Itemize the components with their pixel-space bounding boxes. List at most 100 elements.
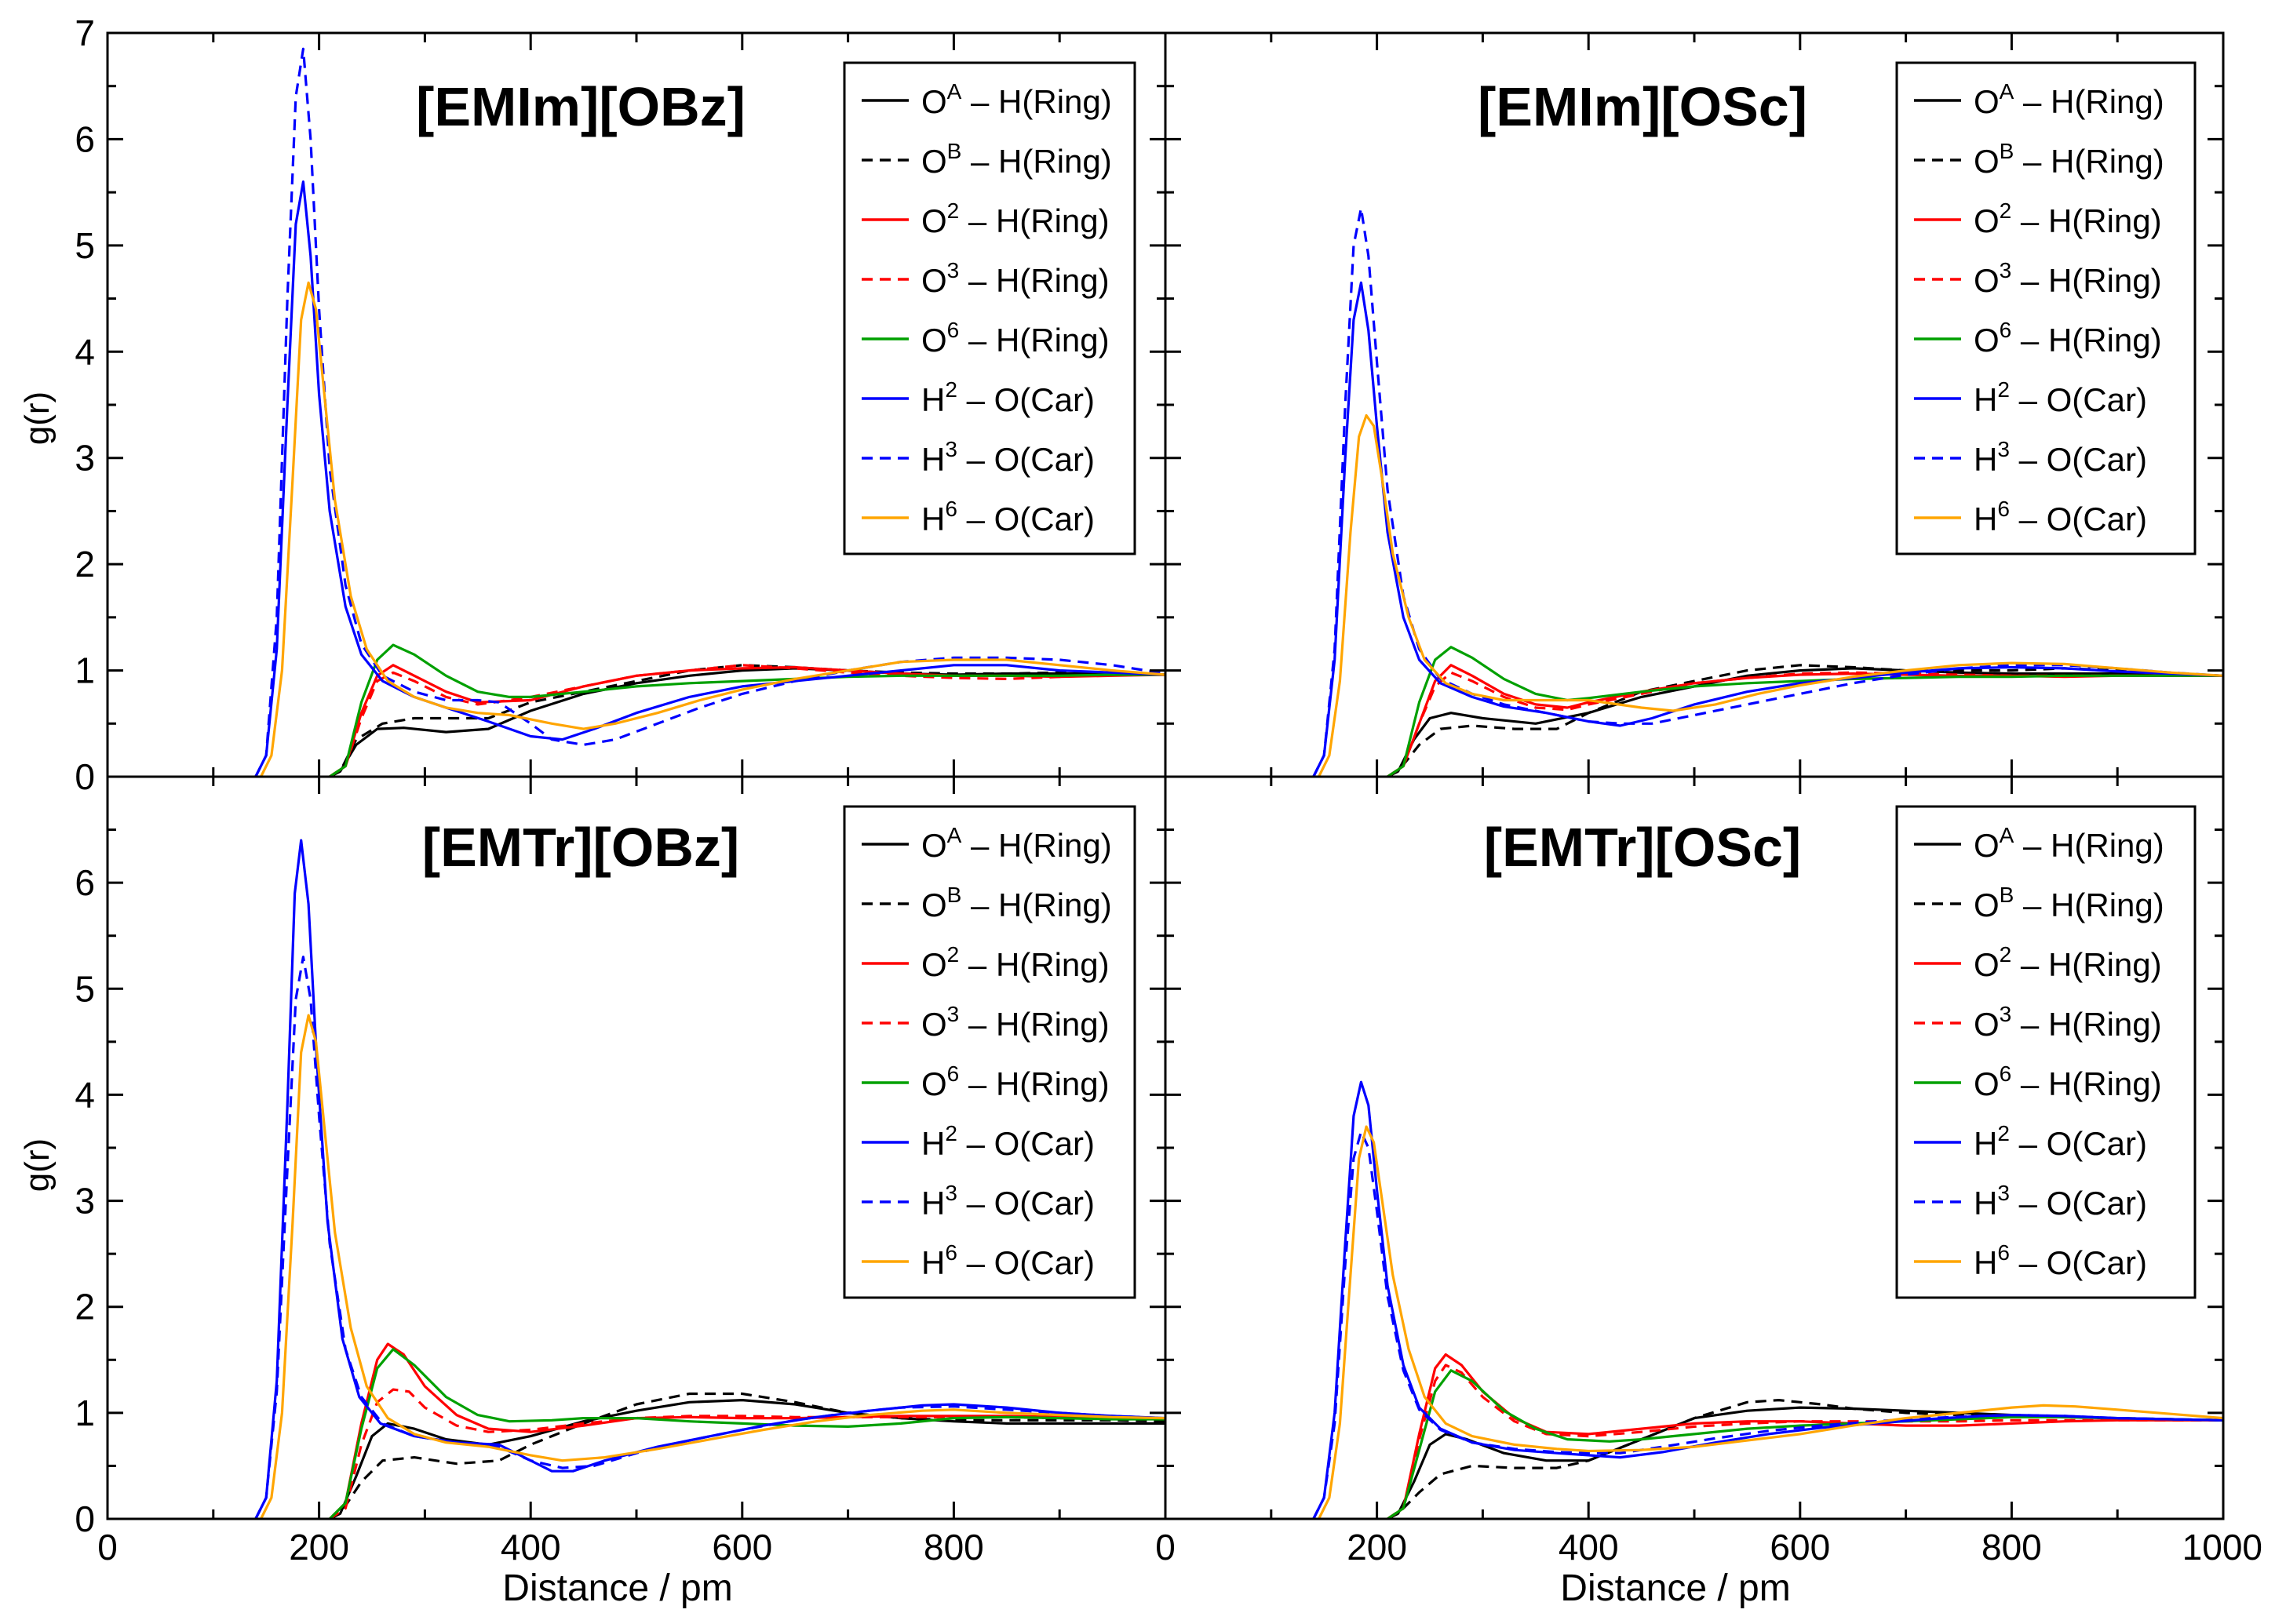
legend: OA – H(Ring) OB – H(Ring) O2 – H(Ring) O3 –… <box>843 805 1136 1299</box>
legend-label: H3 – O(Car) <box>1974 437 2147 478</box>
legend-label: O6 – H(Ring) <box>1974 1061 2162 1102</box>
legend-label: OB – H(Ring) <box>1974 883 2164 923</box>
series-line <box>1387 646 2223 778</box>
legend-label: O3 – H(Ring) <box>1974 1002 2162 1043</box>
x-tick-label: 200 <box>1347 1527 1407 1568</box>
legend-label: H2 – O(Car) <box>1974 377 2147 418</box>
series-line <box>1312 1080 2224 1520</box>
series-line <box>329 643 1165 778</box>
y-tick-label: 1 <box>75 650 95 691</box>
legend: OA – H(Ring) OB – H(Ring) O2 – H(Ring) O3 –… <box>1895 805 2197 1299</box>
panel-1: [EMIm][OBz] OA – H(Ring) OB – H(Ring) O2 – … <box>254 47 1166 778</box>
legend-box <box>843 805 1136 1299</box>
x-tick-label: 200 <box>289 1527 349 1568</box>
y-tick-label: 4 <box>75 1074 95 1115</box>
legend-label: O2 – H(Ring) <box>1974 198 2162 239</box>
legend-box <box>843 61 1136 555</box>
legend-label: O6 – H(Ring) <box>921 318 1110 359</box>
legend-label: H6 – O(Car) <box>1974 1240 2147 1281</box>
y-axis-label-top: g(r) <box>18 391 57 445</box>
y-tick-label: 0 <box>75 756 95 797</box>
x-tick-label: 1000 <box>2182 1527 2262 1568</box>
x-tick-label: 400 <box>1559 1527 1619 1568</box>
series-line <box>260 281 1166 777</box>
series-line <box>1387 1364 2223 1520</box>
legend-label: H6 – O(Car) <box>921 1240 1095 1281</box>
y-tick-label: 2 <box>75 1287 95 1327</box>
y-tick-label: 0 <box>75 1498 95 1539</box>
series-line <box>329 1392 1166 1520</box>
x-tick-label: 600 <box>1770 1527 1830 1568</box>
panel-title: [EMTr][OBz] <box>422 817 739 878</box>
y-tick-label: 7 <box>75 13 95 53</box>
series-line <box>329 667 1166 778</box>
series-line <box>1387 1353 2223 1520</box>
legend-label: H3 – O(Car) <box>921 1181 1095 1222</box>
x-tick-label: 600 <box>712 1527 772 1568</box>
legend: OA – H(Ring) OB – H(Ring) O2 – H(Ring) O3 –… <box>843 61 1136 555</box>
x-tick-label: 0 <box>97 1527 118 1568</box>
legend-label: O2 – H(Ring) <box>921 198 1110 239</box>
legend-label: O3 – H(Ring) <box>1974 258 2162 299</box>
y-tick-label: 5 <box>75 968 95 1009</box>
legend-label: H6 – O(Car) <box>921 497 1095 537</box>
panel-title: [EMTr][OSc] <box>1484 817 1801 878</box>
legend-box <box>1895 61 2197 555</box>
panel-3: [EMTr][OBz] OA – H(Ring) OB – H(Ring) O2 – … <box>254 805 1166 1520</box>
panel-title: [EMIm][OBz] <box>416 76 746 137</box>
legend-label: H2 – O(Car) <box>921 377 1095 418</box>
series-line <box>329 1399 1165 1520</box>
x-tick-label: 400 <box>501 1527 561 1568</box>
x-tick-label: 0 <box>1155 1527 1176 1568</box>
series-line <box>329 664 1166 778</box>
legend-label: OA – H(Ring) <box>921 823 1112 864</box>
legend: OA – H(Ring) OB – H(Ring) O2 – H(Ring) O3 –… <box>1895 61 2197 555</box>
legend-label: OA – H(Ring) <box>1974 79 2164 120</box>
series-line <box>1312 281 2224 777</box>
legend-label: OA – H(Ring) <box>921 79 1112 120</box>
series-line <box>1318 413 2224 777</box>
series-line <box>254 180 1166 777</box>
panel-2: [EMIm][OSc] OA – H(Ring) OB – H(Ring) O2 – … <box>1312 61 2224 778</box>
series-line <box>260 1014 1166 1520</box>
y-tick-label: 1 <box>75 1393 95 1433</box>
legend-label: OB – H(Ring) <box>1974 139 2164 180</box>
legend-label: O2 – H(Ring) <box>1974 942 2162 983</box>
legend-label: H2 – O(Car) <box>1974 1121 2147 1162</box>
legend-label: H6 – O(Car) <box>1974 497 2147 537</box>
y-tick-label: 2 <box>75 544 95 584</box>
legend-label: O2 – H(Ring) <box>921 942 1110 983</box>
y-tick-label: 3 <box>75 438 95 479</box>
series-line <box>254 956 1166 1520</box>
panel-frame <box>1164 775 2225 1520</box>
legend-label: H3 – O(Car) <box>1974 1181 2147 1222</box>
series-line <box>1318 1125 2224 1520</box>
legend-label: O3 – H(Ring) <box>921 258 1110 299</box>
legend-label: OB – H(Ring) <box>921 883 1112 923</box>
legend-label: O3 – H(Ring) <box>921 1002 1110 1043</box>
series-line <box>1312 1131 2224 1520</box>
legend-label: O6 – H(Ring) <box>921 1061 1110 1102</box>
y-tick-label: 4 <box>75 331 95 372</box>
x-axis-label-left: Distance / pm <box>502 1568 732 1609</box>
y-tick-label: 5 <box>75 225 95 266</box>
y-tick-label: 6 <box>75 862 95 903</box>
y-axis-label-bottom: g(r) <box>18 1138 57 1192</box>
x-tick-label: 800 <box>924 1527 984 1568</box>
series-line <box>1387 664 2224 778</box>
legend-label: H3 – O(Car) <box>921 437 1095 478</box>
legend-label: O6 – H(Ring) <box>1974 318 2162 359</box>
series-line <box>328 1348 1165 1520</box>
panel-4: [EMTr][OSc] OA – H(Ring) OB – H(Ring) O2 – … <box>1312 805 2224 1520</box>
legend-label: OB – H(Ring) <box>921 139 1112 180</box>
series-line <box>1312 206 2224 777</box>
legend-label: OA – H(Ring) <box>1974 823 2164 864</box>
x-tick-label: 800 <box>1982 1527 2042 1568</box>
y-tick-label: 6 <box>75 118 95 159</box>
x-axis-label-right: Distance / pm <box>1560 1568 1790 1609</box>
y-tick-label: 3 <box>75 1181 95 1222</box>
series-line <box>1387 1369 2224 1520</box>
legend-label: H2 – O(Car) <box>921 1121 1095 1162</box>
legend-box <box>1895 805 2197 1299</box>
